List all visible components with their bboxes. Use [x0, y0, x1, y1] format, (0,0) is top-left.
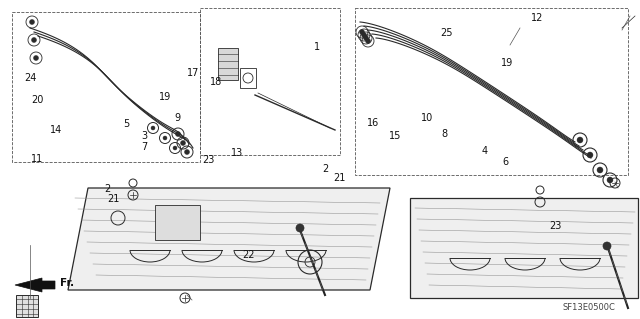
Text: 13: 13 [230, 148, 243, 158]
Circle shape [163, 136, 167, 140]
Text: 2: 2 [322, 164, 328, 174]
Text: 12: 12 [531, 12, 544, 23]
Circle shape [33, 56, 38, 61]
Text: 23: 23 [202, 155, 214, 166]
Text: 18: 18 [210, 77, 223, 87]
Circle shape [577, 137, 583, 143]
Text: 16: 16 [367, 118, 380, 128]
Text: 15: 15 [389, 130, 402, 141]
Circle shape [607, 177, 613, 183]
Polygon shape [218, 48, 238, 80]
Text: 6: 6 [502, 157, 509, 167]
Circle shape [362, 33, 367, 38]
Text: 21: 21 [108, 194, 120, 204]
Polygon shape [16, 295, 38, 317]
Text: 19: 19 [501, 58, 514, 68]
Text: 25: 25 [440, 28, 453, 38]
Circle shape [175, 131, 180, 137]
Circle shape [587, 152, 593, 158]
Circle shape [184, 150, 189, 154]
Polygon shape [450, 208, 472, 238]
Circle shape [296, 224, 304, 232]
Text: 1: 1 [314, 42, 320, 52]
Text: 10: 10 [421, 113, 434, 123]
Text: 4: 4 [482, 146, 488, 156]
Circle shape [151, 126, 155, 130]
Text: 5: 5 [124, 119, 130, 129]
Polygon shape [15, 278, 55, 292]
Circle shape [173, 146, 177, 150]
Text: 22: 22 [242, 250, 255, 260]
Text: 20: 20 [31, 95, 44, 106]
Text: 24: 24 [24, 73, 37, 83]
Text: 19: 19 [159, 92, 172, 102]
Text: 17: 17 [187, 68, 200, 78]
Polygon shape [465, 218, 488, 248]
Polygon shape [410, 198, 638, 298]
Circle shape [597, 167, 603, 173]
Text: 8: 8 [442, 129, 448, 139]
Text: 11: 11 [31, 154, 44, 165]
Circle shape [365, 39, 371, 43]
Text: 7: 7 [141, 142, 147, 152]
Circle shape [29, 19, 35, 25]
Text: Fr.: Fr. [60, 278, 74, 288]
Circle shape [31, 38, 36, 42]
Polygon shape [155, 205, 200, 240]
Circle shape [360, 29, 365, 34]
Text: 9: 9 [175, 113, 181, 123]
Text: 23: 23 [549, 221, 562, 232]
Text: SF13E0500C: SF13E0500C [562, 303, 615, 313]
Polygon shape [68, 188, 390, 290]
Circle shape [603, 242, 611, 250]
Circle shape [180, 140, 186, 145]
Text: 21: 21 [333, 173, 346, 183]
Text: 2: 2 [104, 184, 111, 194]
Text: 3: 3 [141, 130, 147, 141]
Circle shape [364, 35, 369, 41]
Text: 14: 14 [50, 125, 63, 135]
